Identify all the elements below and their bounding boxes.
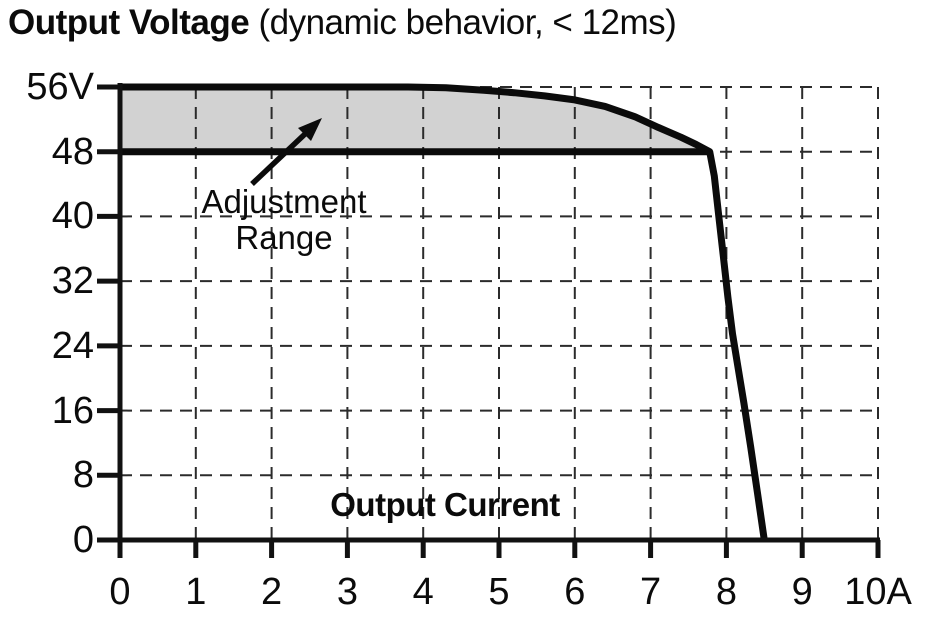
x-tick-label-10: 10A xyxy=(844,571,912,613)
annotation-arrow-shaft xyxy=(250,131,307,187)
y-tick-label-32: 32 xyxy=(51,260,94,303)
upper-voltage-curve xyxy=(120,83,768,541)
x-tick-label-0: 0 xyxy=(109,571,131,613)
y-tick-label-0: 0 xyxy=(72,519,94,561)
x-tick-label-8: 8 xyxy=(715,571,737,613)
chart-title-suffix: (dynamic behavior, < 12ms) xyxy=(249,3,677,42)
adjustment-range-fill xyxy=(120,87,710,152)
x-tick-label-9: 9 xyxy=(791,571,813,613)
y-tick-label-8: 8 xyxy=(72,454,94,497)
x-tick-label-1: 1 xyxy=(185,571,207,613)
adjustment-range-annotation: Adjustment Range xyxy=(148,184,420,256)
y-tick-label-16: 16 xyxy=(51,389,94,432)
adjustment-range-line1: Adjustment xyxy=(201,183,367,220)
x-tick-label-5: 5 xyxy=(488,571,510,613)
x-tick-label-4: 4 xyxy=(412,571,434,613)
x-tick-label-6: 6 xyxy=(564,571,586,613)
y-tick-label-56: 56V xyxy=(26,66,94,108)
y-tick-label-40: 40 xyxy=(51,195,94,238)
adjustment-range-line2: Range xyxy=(235,219,333,256)
annotation-arrow-head xyxy=(298,118,322,141)
chart-title-main: Output Voltage xyxy=(8,3,250,42)
y-tick-label-24: 24 xyxy=(51,324,94,367)
x-tick-label-2: 2 xyxy=(261,571,283,613)
output-current-label: Output Current xyxy=(330,486,560,523)
x-tick-label-7: 7 xyxy=(640,571,662,613)
y-tick-label-48: 48 xyxy=(51,130,94,173)
chart-title: Output Voltage (dynamic behavior, < 12ms… xyxy=(8,2,677,44)
x-tick-label-3: 3 xyxy=(336,571,358,613)
